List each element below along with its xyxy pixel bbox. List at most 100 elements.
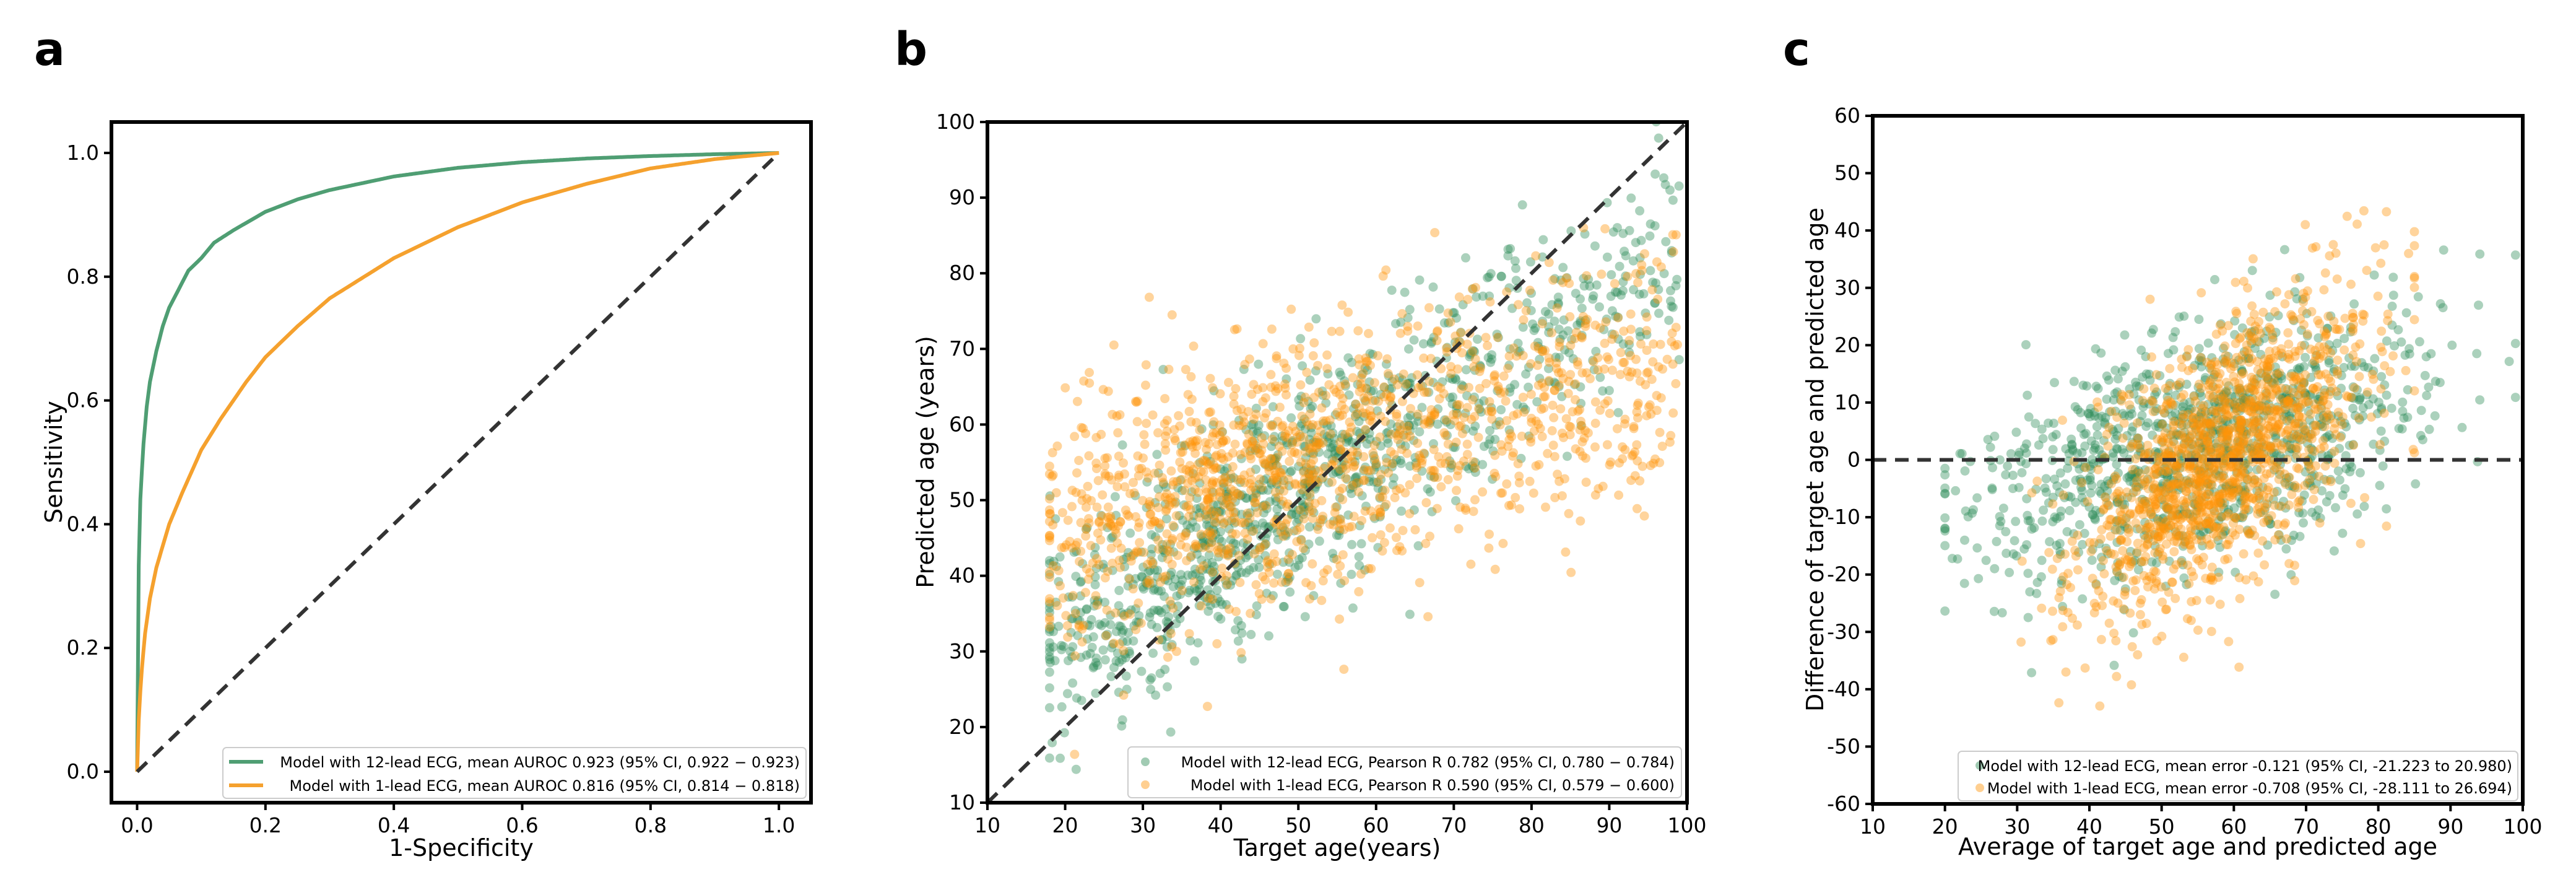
scatter-point: [1566, 341, 1576, 351]
scatter-point: [1067, 652, 1077, 662]
scatter-point: [1340, 376, 1350, 386]
scatter-point: [1203, 494, 1213, 504]
scatter-point: [1304, 421, 1314, 430]
scatter-point: [1665, 185, 1675, 195]
scatter-point: [1498, 539, 1508, 548]
scatter-point: [1213, 611, 1223, 621]
scatter-point: [2127, 493, 2136, 502]
scatter-point: [1450, 443, 1460, 452]
scatter-point: [2132, 547, 2142, 557]
scatter-point: [2336, 383, 2346, 393]
scatter-point: [1620, 414, 1630, 424]
scatter-point: [1467, 284, 1477, 294]
panel-c-y-tick-label: -10: [1827, 505, 1860, 529]
scatter-point: [1106, 513, 1116, 523]
scatter-point: [1544, 258, 1554, 268]
scatter-point: [1624, 336, 1634, 346]
scatter-point: [2071, 551, 2081, 561]
scatter-point: [1961, 506, 1971, 516]
scatter-point: [1470, 347, 1480, 357]
scatter-point: [1251, 610, 1261, 619]
scatter-point: [1200, 510, 1210, 520]
scatter-point: [2207, 365, 2217, 375]
scatter-point: [2297, 306, 2307, 316]
scatter-point: [2220, 398, 2230, 408]
scatter-point: [1490, 450, 1500, 460]
scatter-point: [1264, 461, 1274, 471]
scatter-point: [2179, 390, 2188, 399]
scatter-point: [1654, 285, 1663, 294]
scatter-point: [1168, 534, 1177, 544]
scatter-point: [2359, 502, 2369, 512]
scatter-point: [1093, 595, 1103, 605]
scatter-point: [2299, 518, 2308, 528]
scatter-point: [1183, 390, 1193, 399]
scatter-point: [2252, 445, 2262, 455]
scatter-point: [1163, 546, 1173, 556]
scatter-point: [2085, 412, 2095, 422]
scatter-point: [2283, 442, 2292, 452]
scatter-point: [1208, 476, 1218, 486]
scatter-point: [1058, 593, 1068, 603]
scatter-point: [1134, 598, 1143, 608]
scatter-point: [1396, 317, 1406, 327]
scatter-point: [2162, 423, 2172, 433]
scatter-point: [1329, 554, 1338, 563]
scatter-point: [1223, 452, 1233, 462]
scatter-point: [2166, 465, 2175, 474]
scatter-point: [1360, 363, 1370, 373]
scatter-point: [1212, 428, 1221, 438]
scatter-point: [2238, 395, 2248, 405]
scatter-point: [1216, 526, 1225, 536]
scatter-point: [1309, 508, 1319, 518]
scatter-point: [1470, 392, 1479, 402]
scatter-point: [1175, 457, 1185, 467]
scatter-point: [2300, 388, 2310, 398]
scatter-point: [2114, 424, 2123, 434]
panel-b-x-tick-label: 10: [974, 813, 1000, 837]
scatter-point: [2135, 440, 2145, 450]
scatter-point: [1507, 432, 1517, 442]
scatter-point: [1073, 538, 1082, 548]
scatter-point: [2305, 429, 2315, 439]
scatter-point: [2141, 499, 2151, 508]
scatter-point: [1614, 491, 1624, 500]
scatter-point: [2235, 383, 2245, 393]
scatter-point: [2237, 496, 2247, 506]
scatter-point: [1104, 471, 1114, 481]
scatter-point: [1354, 487, 1364, 497]
scatter-point: [1485, 530, 1494, 539]
scatter-point: [1307, 471, 1317, 481]
scatter-point: [1352, 427, 1362, 437]
scatter-point: [2307, 307, 2317, 316]
scatter-point: [2106, 479, 2116, 489]
scatter-point: [1195, 478, 1205, 488]
scatter-point: [1659, 173, 1668, 183]
scatter-point: [1554, 382, 1564, 391]
scatter-point: [1273, 569, 1282, 579]
scatter-point: [1426, 466, 1436, 476]
scatter-point: [2261, 395, 2271, 405]
scatter-point: [1314, 466, 1324, 476]
scatter-point: [1341, 381, 1350, 391]
scatter-point: [2195, 388, 2205, 398]
scatter-point: [2112, 412, 2122, 422]
scatter-point: [1983, 435, 1993, 445]
scatter-point: [1439, 428, 1449, 438]
scatter-point: [1354, 354, 1364, 364]
scatter-point: [1632, 440, 1642, 450]
scatter-point: [1644, 402, 1654, 412]
scatter-point: [2303, 438, 2312, 448]
scatter-point: [2404, 248, 2414, 258]
scatter-point: [1280, 379, 1290, 389]
scatter-point: [1595, 323, 1605, 333]
scatter-point: [1330, 445, 1340, 455]
scatter-point: [2401, 365, 2411, 375]
scatter-point: [1153, 565, 1163, 575]
scatter-point: [1940, 513, 1950, 523]
scatter-point: [1153, 484, 1163, 494]
scatter-point: [2054, 698, 2064, 708]
scatter-point: [2256, 368, 2266, 378]
scatter-point: [2262, 388, 2271, 398]
scatter-point: [2137, 494, 2147, 504]
